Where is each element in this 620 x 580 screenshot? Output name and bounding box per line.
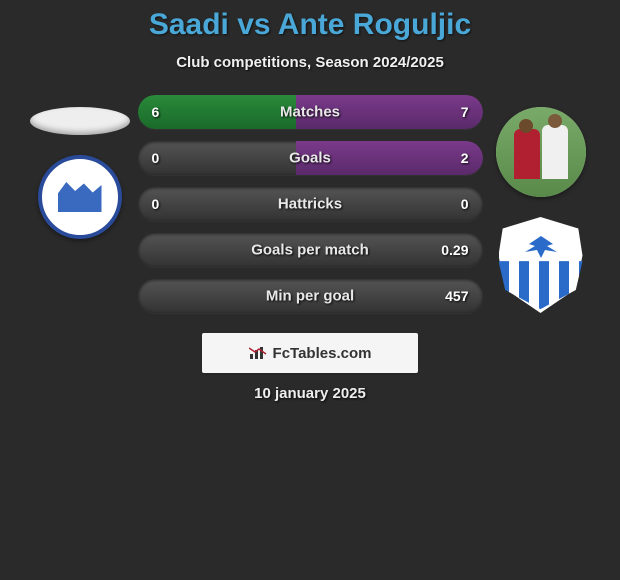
stat-left-value: 6 bbox=[152, 104, 160, 120]
left-column bbox=[30, 95, 130, 239]
stat-label: Goals per match bbox=[251, 242, 369, 259]
stat-bar: 0 2 Goals bbox=[138, 141, 483, 175]
right-player-photo bbox=[496, 107, 586, 197]
stat-label: Goals bbox=[289, 150, 331, 167]
stats-bars: 6 7 Matches 0 2 Goals 0 0 Hattricks 0.29 Goals per… bbox=[138, 95, 483, 313]
stat-bar: 0 0 Hattricks bbox=[138, 187, 483, 221]
watermark: FcTables.com bbox=[202, 333, 418, 373]
left-club-badge bbox=[38, 155, 122, 239]
stat-label: Hattricks bbox=[278, 196, 342, 213]
date-label: 10 january 2025 bbox=[0, 385, 620, 402]
stat-left-value: 0 bbox=[152, 150, 160, 166]
stat-left-value: 0 bbox=[152, 196, 160, 212]
right-column bbox=[491, 95, 591, 313]
stat-right-value: 2 bbox=[461, 150, 469, 166]
main-row: 6 7 Matches 0 2 Goals 0 0 Hattricks 0.29 Goals per… bbox=[0, 95, 620, 313]
stat-label: Min per goal bbox=[266, 288, 354, 305]
stat-right-value: 7 bbox=[461, 104, 469, 120]
stat-right-value: 0 bbox=[461, 196, 469, 212]
greece-map-icon bbox=[58, 182, 102, 212]
stat-label: Matches bbox=[280, 104, 340, 121]
watermark-text: FcTables.com bbox=[273, 345, 372, 362]
stat-bar-left-fill bbox=[138, 95, 297, 129]
stat-bar: 6 7 Matches bbox=[138, 95, 483, 129]
stat-bar: 0.29 Goals per match bbox=[138, 233, 483, 267]
right-club-badge bbox=[499, 217, 583, 313]
stat-bar: 457 Min per goal bbox=[138, 279, 483, 313]
subtitle: Club competitions, Season 2024/2025 bbox=[0, 54, 620, 71]
page-title: Saadi vs Ante Roguljic bbox=[0, 8, 620, 42]
left-player-silhouette bbox=[30, 107, 130, 135]
comparison-card: Saadi vs Ante Roguljic Club competitions… bbox=[0, 0, 620, 402]
phoenix-icon bbox=[521, 234, 561, 260]
stat-right-value: 0.29 bbox=[441, 242, 468, 258]
bar-chart-icon bbox=[249, 346, 267, 360]
stat-right-value: 457 bbox=[445, 288, 468, 304]
